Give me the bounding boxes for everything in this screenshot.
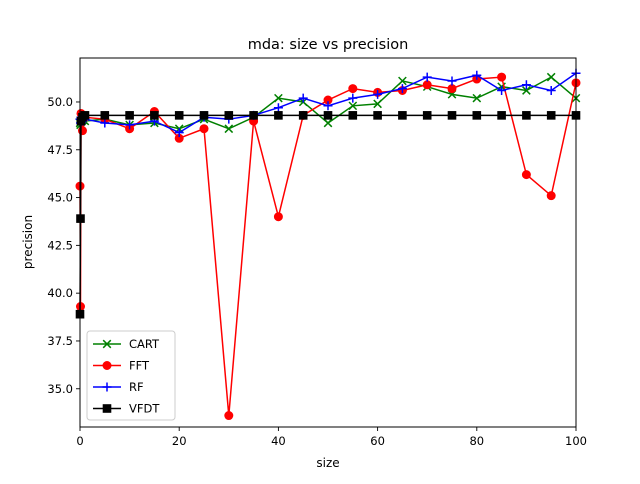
data-point-cart (472, 93, 482, 103)
data-point-rf (422, 72, 432, 82)
x-tick-label: 100 (565, 434, 587, 448)
data-point-vfdt (199, 111, 209, 120)
data-point-fft (546, 191, 556, 201)
series-layer (75, 68, 581, 421)
y-axis-label: precision (21, 215, 35, 269)
data-point-vfdt (373, 111, 382, 120)
legend-box (86, 330, 176, 421)
legend-item-cart: CART (93, 337, 160, 351)
data-point-vfdt (174, 111, 184, 120)
data-point-vfdt (422, 111, 432, 120)
data-point-vfdt (472, 111, 482, 120)
y-tick-label: 50.0 (47, 95, 73, 109)
data-point-vfdt (249, 111, 258, 120)
data-point-rf (348, 93, 358, 103)
data-point-fft (348, 84, 358, 94)
data-point-vfdt (348, 111, 358, 120)
x-tick-label: 60 (370, 434, 385, 448)
y-tick-label: 45.0 (47, 191, 73, 205)
data-point-fft (224, 411, 234, 421)
legend-label: RF (129, 380, 144, 394)
legend-marker (102, 382, 112, 392)
data-point-vfdt (546, 111, 556, 120)
legend: CART FFT RF VFDT (86, 330, 176, 421)
data-point-cart (398, 76, 407, 86)
data-point-rf (174, 128, 184, 138)
data-point-vfdt (80, 111, 90, 120)
data-point-rf (521, 80, 531, 90)
data-point-vfdt (447, 111, 457, 120)
data-point-rf (298, 93, 308, 103)
plot-frame (79, 57, 577, 428)
data-point-fft (273, 212, 283, 222)
legend-marker (102, 361, 112, 370)
legend-label: CART (129, 337, 160, 351)
data-point-cart (373, 99, 382, 109)
data-point-vfdt (522, 111, 531, 120)
x-tick-label: 0 (76, 434, 83, 448)
x-tick-label: 80 (469, 434, 484, 448)
data-point-rf (397, 84, 407, 94)
y-axis: 35.0 37.5 40.0 42.5 45.0 47.5 50.0 (47, 95, 80, 396)
legend-item-fft: FFT (93, 359, 150, 373)
x-axis: 0 20 40 60 80 100 (76, 427, 587, 448)
data-point-rf (447, 76, 457, 86)
data-point-cart (323, 118, 333, 128)
chart-title: mda: size vs precision (248, 37, 409, 53)
data-point-rf (100, 118, 110, 128)
data-point-rf (472, 70, 482, 80)
data-point-cart (546, 72, 556, 82)
data-point-cart (348, 101, 358, 111)
y-tick-label: 40.0 (47, 286, 73, 300)
data-point-vfdt (274, 111, 283, 120)
data-point-rf (373, 89, 383, 99)
data-point-fft (199, 124, 209, 134)
data-point-vfdt (150, 111, 159, 120)
legend-item-vfdt: VFDT (93, 402, 160, 416)
data-point-vfdt (298, 111, 308, 120)
data-point-fft (422, 80, 432, 90)
data-point-cart (224, 124, 234, 134)
legend-item-rf: RF (93, 380, 144, 394)
y-tick-label: 42.5 (47, 238, 73, 252)
data-point-rf (546, 86, 556, 96)
x-tick-label: 40 (271, 434, 286, 448)
data-point-rf (497, 86, 507, 96)
data-point-vfdt (323, 111, 333, 120)
y-tick-label: 37.5 (47, 334, 73, 348)
data-point-cart (522, 86, 531, 95)
data-point-fft (447, 84, 457, 94)
data-point-cart (274, 93, 283, 103)
x-axis-label: size (316, 456, 339, 470)
legend-marker (102, 404, 112, 413)
data-point-vfdt (125, 111, 134, 120)
data-point-fft (497, 72, 507, 82)
x-tick-label: 20 (172, 434, 187, 448)
data-point-rf (323, 101, 333, 111)
data-point-rf (125, 120, 135, 130)
legend-label: FFT (129, 359, 150, 373)
legend-marker (102, 339, 112, 349)
y-tick-label: 47.5 (47, 143, 73, 157)
legend-label: VFDT (129, 402, 160, 416)
data-point-rf (273, 103, 283, 113)
data-point-vfdt (100, 111, 110, 120)
data-point-fft (521, 170, 531, 180)
data-point-vfdt (398, 111, 407, 120)
data-point-vfdt (224, 111, 234, 120)
data-point-vfdt (497, 111, 506, 120)
y-tick-label: 35.0 (47, 382, 73, 396)
